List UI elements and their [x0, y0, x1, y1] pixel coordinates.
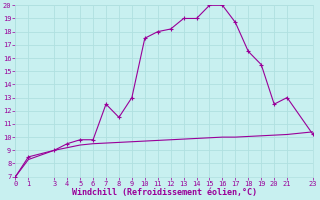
X-axis label: Windchill (Refroidissement éolien,°C): Windchill (Refroidissement éolien,°C) — [72, 188, 257, 197]
